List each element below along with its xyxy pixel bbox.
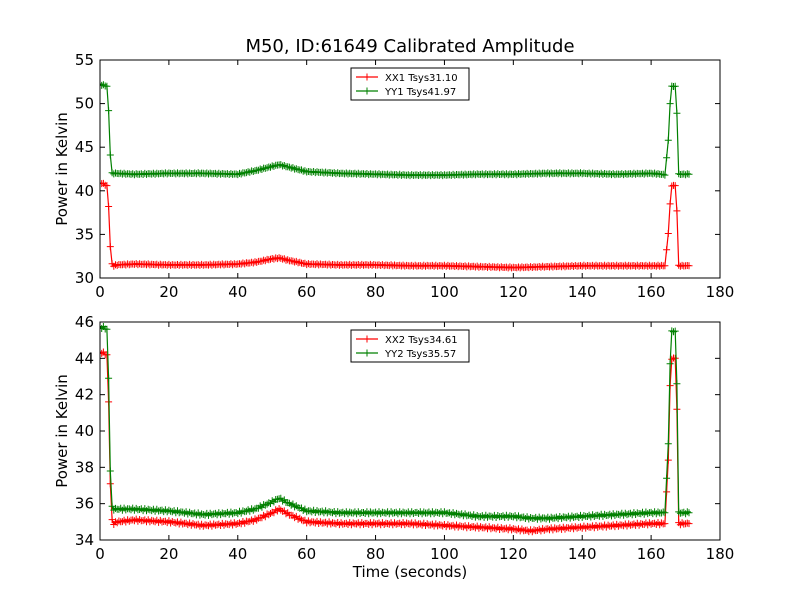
y-tick-label: 30 — [75, 269, 94, 287]
y-tick-label: 55 — [75, 51, 94, 69]
x-tick-label: 140 — [568, 545, 597, 563]
legend: XX1 Tsys31.10 YY1 Tsys41.97 — [350, 67, 470, 101]
series-markers — [100, 323, 693, 523]
x-tick-label: 160 — [637, 283, 666, 301]
legend-box — [350, 329, 470, 363]
legend-label: YY2 Tsys35.57 — [384, 349, 456, 360]
x-tick-label: 60 — [297, 283, 316, 301]
legend-box — [350, 67, 470, 101]
x-axis-label: Time (seconds) — [352, 563, 468, 581]
series-yy-2 — [100, 323, 693, 523]
x-tick-label: 40 — [228, 283, 247, 301]
legend-marker — [363, 73, 371, 81]
y-tick-label: 40 — [75, 422, 94, 440]
x-tick-label: 140 — [568, 283, 597, 301]
plot-area — [100, 80, 693, 272]
x-tick-label: 20 — [159, 545, 178, 563]
x-tick-label: 0 — [95, 283, 105, 301]
y-tick-label: 36 — [75, 495, 94, 513]
legend: XX2 Tsys34.61 YY2 Tsys35.57 — [350, 329, 470, 363]
y-tick-label: 34 — [75, 531, 94, 549]
top-subplot: 0 20 40 60 80 100 120 140 160 180 30 35 40 45 50 55 Powe… — [53, 51, 734, 301]
x-tick-label: 180 — [706, 283, 735, 301]
legend-label: XX2 Tsys34.61 — [385, 335, 458, 346]
y-tick-label: 50 — [75, 95, 94, 113]
x-tick-label: 60 — [297, 545, 316, 563]
legend-label: XX1 Tsys31.10 — [385, 73, 458, 84]
y-axis-label: Power in Kelvin — [53, 112, 71, 226]
legend-label: YY1 Tsys41.97 — [384, 87, 456, 98]
series-xx-2 — [100, 348, 693, 536]
series-xx-1 — [100, 179, 693, 272]
x-tick-label: 120 — [499, 283, 528, 301]
y-axis-label: Power in Kelvin — [53, 374, 71, 488]
axes-frame — [99, 59, 721, 279]
legend-marker — [363, 349, 371, 357]
series-markers — [100, 348, 693, 536]
x-tick-label: 120 — [499, 545, 528, 563]
y-tick-label: 42 — [75, 386, 94, 404]
series-markers — [100, 80, 693, 180]
y-tick-label: 38 — [75, 458, 94, 476]
x-tick-label: 100 — [430, 545, 459, 563]
x-tick-label: 180 — [706, 545, 735, 563]
legend-marker — [363, 335, 371, 343]
y-tick-label: 45 — [75, 138, 94, 156]
x-tick-label: 80 — [366, 545, 385, 563]
y-tick-label: 46 — [75, 313, 94, 331]
plot-area — [100, 323, 693, 536]
y-tick-label: 44 — [75, 349, 94, 367]
x-tick-label: 160 — [637, 545, 666, 563]
y-tick-label: 40 — [75, 182, 94, 200]
bottom-subplot: 0 20 40 60 80 100 120 140 160 180 34 36 38 40 42 44 46 Po… — [53, 313, 734, 581]
x-tick-label: 0 — [95, 545, 105, 563]
figure-title: M50, ID:61649 Calibrated Amplitude — [245, 36, 574, 57]
legend-marker — [363, 87, 371, 95]
x-tick-label: 80 — [366, 283, 385, 301]
x-tick-label: 40 — [228, 545, 247, 563]
series-yy-1 — [100, 80, 693, 180]
x-tick-label: 100 — [430, 283, 459, 301]
x-tick-label: 20 — [159, 283, 178, 301]
y-tick-label: 35 — [75, 225, 94, 243]
series-markers — [100, 179, 693, 272]
